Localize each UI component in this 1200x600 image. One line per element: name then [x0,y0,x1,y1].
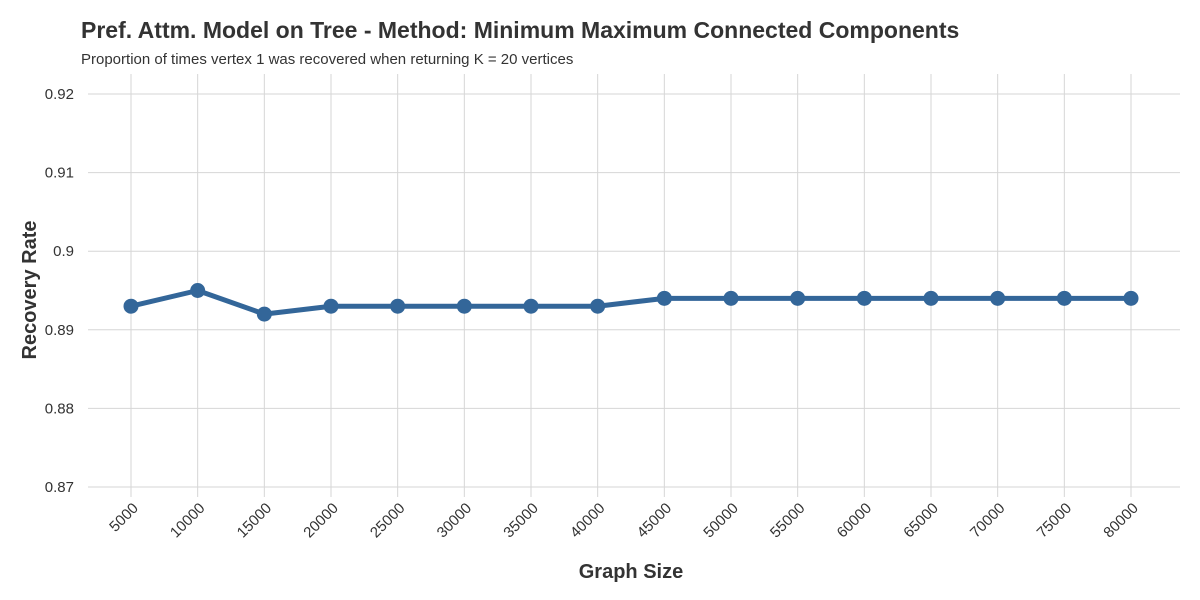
data-points [123,283,1139,322]
x-tick-label: 80000 [1100,500,1142,542]
data-point [523,298,539,314]
x-tick-label: 20000 [300,500,342,542]
data-point [1123,290,1139,306]
data-point [656,290,672,306]
data-point [390,298,406,314]
x-tick-label: 45000 [634,500,676,542]
y-axis-tick-labels: 0.87 0.88 0.89 0.9 0.91 0.92 [45,86,74,496]
x-tick-label: 15000 [234,500,276,542]
data-point [323,298,339,314]
data-point [723,290,739,306]
y-tick-label: 0.92 [45,86,74,103]
y-tick-label: 0.87 [45,479,74,496]
data-point [1056,290,1072,306]
series-line-layer [128,288,1134,317]
chart-subtitle: Proportion of times vertex 1 was recover… [81,51,573,68]
data-point [790,290,806,306]
x-tick-label: 55000 [767,500,809,542]
x-tick-label: 65000 [900,500,942,542]
y-tick-label: 0.89 [45,322,74,339]
data-point [456,298,472,314]
y-tick-label: 0.91 [45,165,74,182]
x-tick-label: 75000 [1034,500,1076,542]
data-point [123,298,139,314]
x-axis-title: Graph Size [579,561,683,583]
x-tick-label: 35000 [500,500,542,542]
y-axis-title: Recovery Rate [19,221,41,360]
chart-title: Pref. Attm. Model on Tree - Method: Mini… [81,17,959,43]
data-point [256,306,272,322]
data-point [990,290,1006,306]
x-tick-label: 60000 [834,500,876,542]
x-tick-label: 10000 [167,500,209,542]
series-line [128,288,1134,317]
x-tick-label: 30000 [434,500,476,542]
y-tick-label: 0.88 [45,400,74,417]
grid [88,74,1180,497]
data-point [856,290,872,306]
data-point [923,290,939,306]
x-tick-label: 70000 [967,500,1009,542]
x-tick-label: 40000 [567,500,609,542]
data-point [590,298,606,314]
data-point [190,283,206,298]
x-tick-label: 25000 [367,500,409,542]
y-tick-label: 0.9 [53,243,74,260]
x-tick-label: 50000 [700,500,742,542]
x-tick-label: 5000 [106,500,142,536]
x-axis-tick-labels: 5000 10000 15000 20000 25000 30000 35000 40000 4… [106,500,1142,542]
